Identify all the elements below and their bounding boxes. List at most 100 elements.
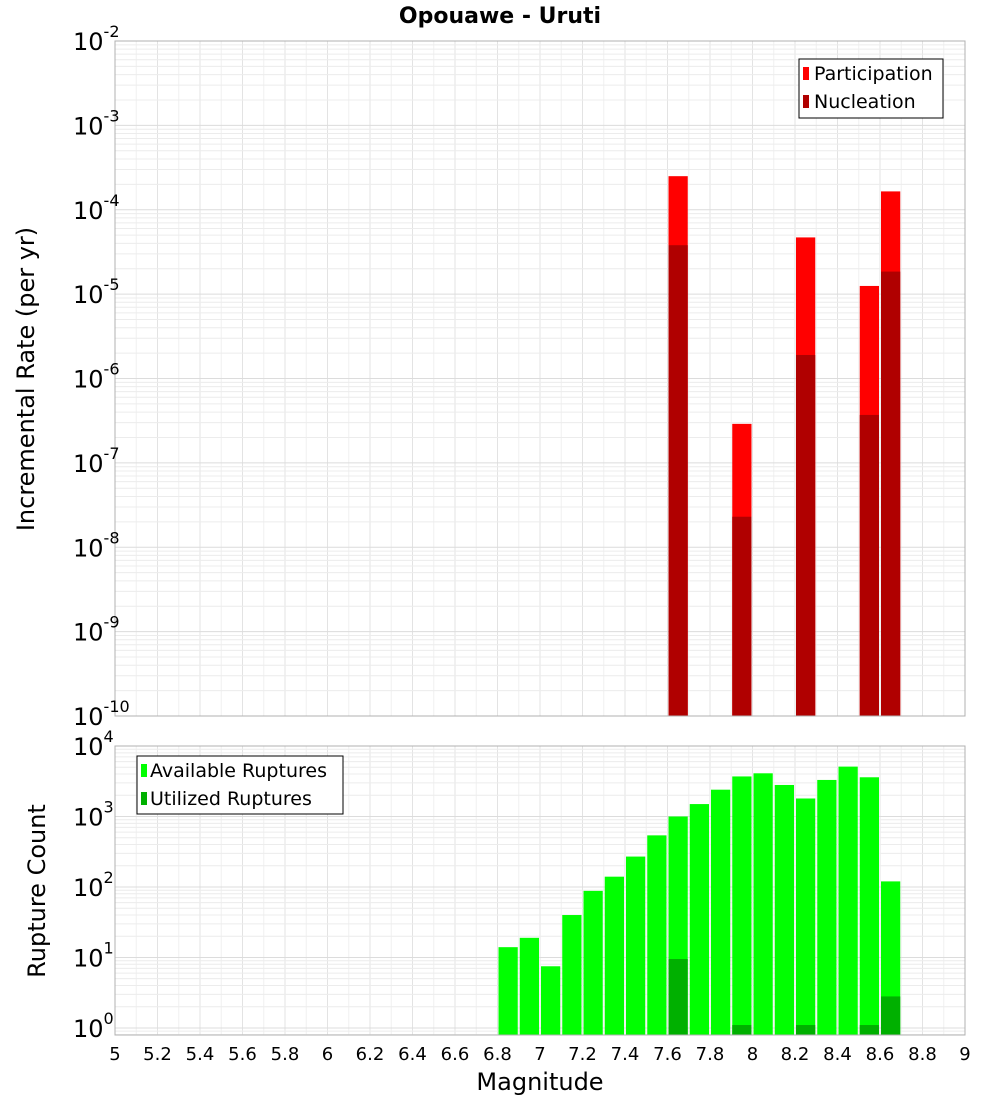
rate-bar-nucleation <box>796 354 816 716</box>
count-bar-available-ruptures <box>859 777 879 1035</box>
legend-available-swatch <box>141 764 147 777</box>
bottom-legend: Available Ruptures Utilized Ruptures <box>136 755 344 815</box>
count-bar-available-ruptures <box>732 776 752 1035</box>
x-tick-label: 8.2 <box>781 1044 810 1065</box>
count-bar-available-ruptures <box>753 773 773 1035</box>
y-tick-base: 10 <box>73 619 104 647</box>
bottom-plot-frame <box>114 745 966 1036</box>
y-tick-label: 102 <box>73 868 114 902</box>
x-tick-label: 7.8 <box>696 1044 725 1065</box>
y-tick-exponent: -3 <box>104 106 120 125</box>
count-bar-available-ruptures <box>541 966 561 1035</box>
count-bar-available-ruptures <box>498 947 518 1035</box>
y-tick-exponent: 1 <box>104 938 114 957</box>
y-tick-base: 10 <box>73 733 104 761</box>
count-bar-available-ruptures <box>604 876 624 1035</box>
y-tick-base: 10 <box>73 703 104 731</box>
y-tick-base: 10 <box>73 803 104 831</box>
top-y-ticks: 10-210-310-410-510-610-710-810-910-10 <box>73 22 130 731</box>
y-tick-base: 10 <box>73 534 104 562</box>
x-tick-label: 6.6 <box>441 1044 470 1065</box>
y-tick-label: 10-10 <box>73 697 130 731</box>
legend-participation-label: Participation <box>814 63 933 85</box>
top-legend: Participation Nucleation <box>798 58 944 119</box>
y-tick-label: 10-5 <box>73 275 120 309</box>
legend-utilized-swatch <box>141 792 147 805</box>
bottom-legend-box <box>136 755 344 815</box>
y-tick-exponent: 0 <box>104 1009 114 1028</box>
count-bar-available-ruptures <box>838 766 858 1035</box>
y-tick-label: 10-9 <box>73 613 120 647</box>
x-tick-label: 8.6 <box>866 1044 895 1065</box>
y-tick-base: 10 <box>73 944 104 972</box>
chart-title: Opouawe - Uruti <box>399 4 601 29</box>
count-bar-available-ruptures <box>817 779 837 1035</box>
y-tick-base: 10 <box>73 366 104 394</box>
top-plot-frame <box>114 40 966 717</box>
y-tick-exponent: -4 <box>104 191 120 210</box>
y-tick-label: 100 <box>73 1009 114 1043</box>
count-bar-available-ruptures <box>583 890 603 1035</box>
y-tick-exponent: -10 <box>104 697 130 716</box>
x-tick-label: 6.8 <box>483 1044 512 1065</box>
count-bar-utilized-ruptures <box>796 1025 816 1035</box>
x-tick-label: 8.8 <box>908 1044 937 1065</box>
y-tick-exponent: -7 <box>104 444 120 463</box>
x-tick-label: 7.6 <box>653 1044 682 1065</box>
count-bar-available-ruptures <box>796 798 816 1035</box>
legend-nucleation-label: Nucleation <box>814 91 916 113</box>
x-tick-label: 5.4 <box>186 1044 215 1065</box>
y-tick-label: 103 <box>73 797 114 831</box>
x-tick-label: 7 <box>534 1044 545 1065</box>
rate-bar-nucleation <box>881 271 901 716</box>
y-tick-base: 10 <box>73 450 104 478</box>
y-tick-label: 10-8 <box>73 528 120 562</box>
x-tick-label: 6.4 <box>398 1044 427 1065</box>
y-tick-label: 104 <box>73 727 114 761</box>
y-tick-base: 10 <box>73 874 104 902</box>
x-tick-label: 5.2 <box>143 1044 172 1065</box>
y-tick-label: 10-6 <box>73 360 120 394</box>
rate-bar-nucleation <box>668 245 688 717</box>
count-bar-available-ruptures <box>647 835 667 1035</box>
y-tick-base: 10 <box>73 112 104 140</box>
x-tick-label: 7.2 <box>568 1044 597 1065</box>
y-tick-exponent: -2 <box>104 22 120 41</box>
count-bar-available-ruptures <box>562 915 582 1035</box>
top-bars <box>668 176 901 717</box>
y-tick-base: 10 <box>73 1015 104 1043</box>
x-tick-label: 8.4 <box>823 1044 852 1065</box>
x-tick-label: 6.2 <box>356 1044 385 1065</box>
y-tick-exponent: -8 <box>104 528 120 547</box>
legend-utilized-label: Utilized Ruptures <box>150 788 312 810</box>
count-bar-available-ruptures <box>519 937 539 1035</box>
count-bar-available-ruptures <box>774 784 794 1035</box>
top-grid <box>114 41 966 717</box>
x-tick-label: 5 <box>109 1044 120 1065</box>
count-bar-utilized-ruptures <box>732 1025 752 1035</box>
rate-bar-nucleation <box>732 516 752 716</box>
count-bar-utilized-ruptures <box>859 1025 879 1035</box>
bottom-grid <box>114 746 966 1036</box>
x-tick-label: 8 <box>747 1044 758 1065</box>
y-tick-exponent: 2 <box>104 868 114 887</box>
top-legend-box <box>798 58 944 119</box>
y-tick-base: 10 <box>73 28 104 56</box>
y-tick-exponent: 4 <box>104 727 114 746</box>
x-tick-label: 5.6 <box>228 1044 257 1065</box>
y-tick-base: 10 <box>73 197 104 225</box>
x-tick-label: 9 <box>959 1044 970 1065</box>
y-tick-exponent: -5 <box>104 275 120 294</box>
legend-participation-swatch <box>803 67 809 80</box>
count-bar-utilized-ruptures <box>668 959 688 1035</box>
y-tick-label: 101 <box>73 938 114 972</box>
rate-bar-nucleation <box>859 414 879 716</box>
count-bar-available-ruptures <box>626 856 646 1035</box>
y-tick-base: 10 <box>73 281 104 309</box>
legend-available-label: Available Ruptures <box>150 760 327 782</box>
count-bar-available-ruptures <box>689 804 709 1035</box>
count-bar-utilized-ruptures <box>881 996 901 1035</box>
y-tick-exponent: 3 <box>104 797 114 816</box>
